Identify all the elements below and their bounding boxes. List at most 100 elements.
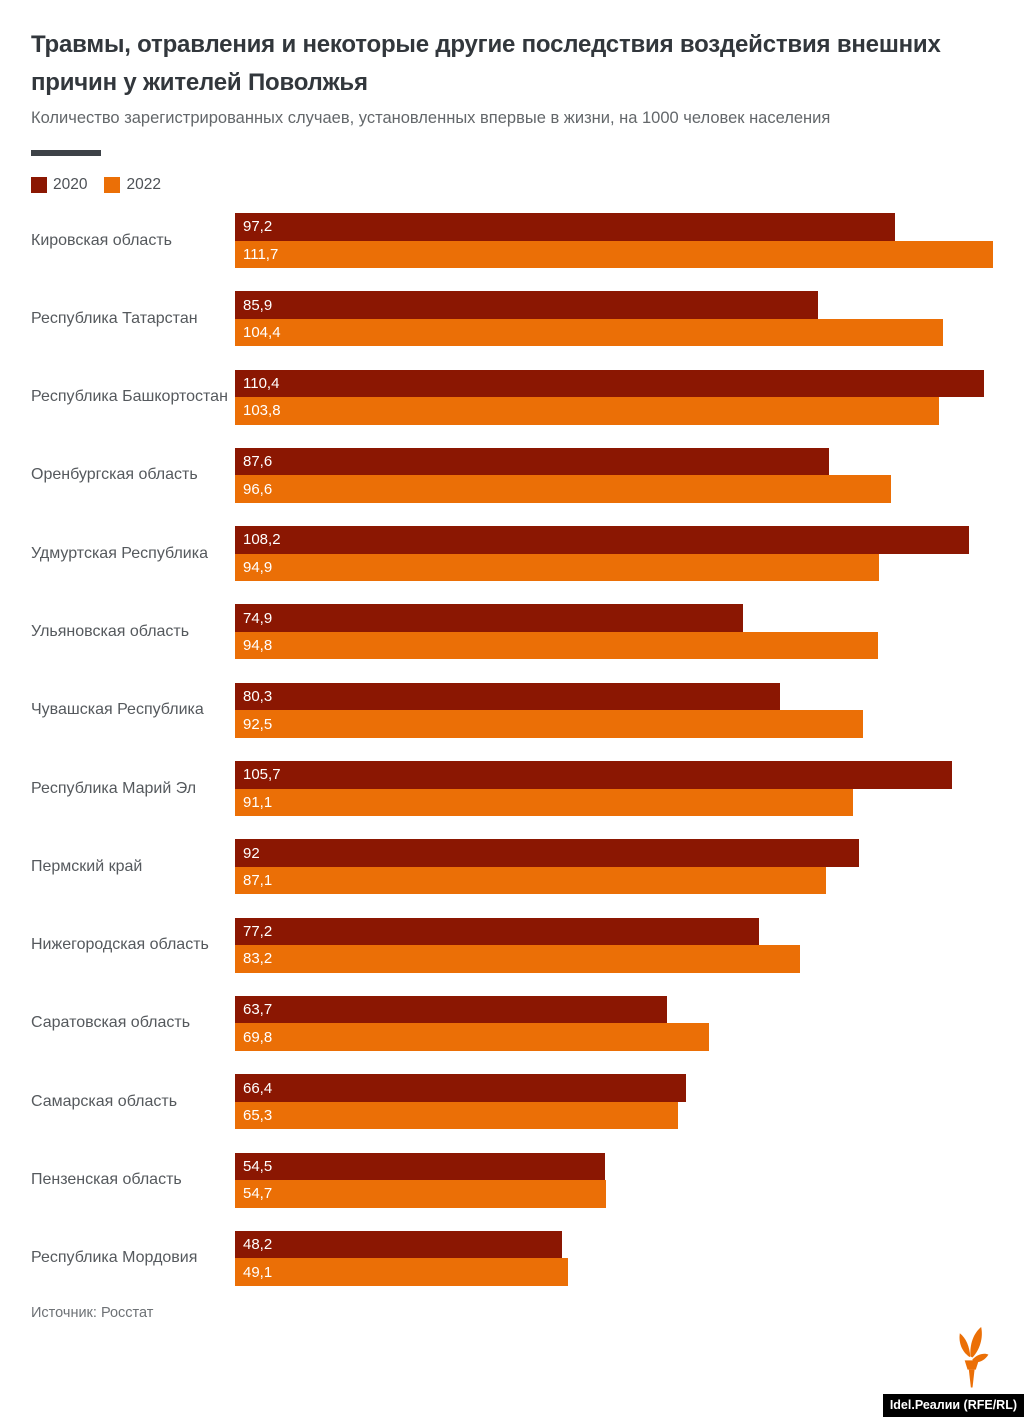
bar-2022: 87,1 — [235, 866, 827, 895]
divider-rule — [31, 150, 101, 156]
category-label: Республика Марий Эл — [31, 779, 197, 797]
bar-2020: 48,2 — [235, 1230, 563, 1259]
bar-2022: 54,7 — [235, 1180, 607, 1208]
bar-value-label: 111,7 — [243, 245, 279, 263]
bar-value-label: 49,1 — [243, 1263, 273, 1281]
chart-row: Кировская область 97,2 111,7 — [31, 213, 993, 268]
bar-value-label: 94,9 — [243, 558, 273, 576]
category-label: Пензенская область — [31, 1171, 182, 1189]
bar-2022: 103,8 — [235, 397, 940, 425]
bar-value-label: 54,7 — [243, 1185, 273, 1203]
bar-value-label: 87,6 — [243, 453, 273, 471]
bar-value-label: 54,5 — [243, 1157, 273, 1175]
chart-row: Республика Марий Эл 105,7 91,1 — [31, 761, 993, 817]
bar-2020: 108,2 — [235, 526, 970, 554]
bar-value-label: 108,2 — [243, 531, 281, 549]
bar-value-label: 77,2 — [243, 922, 273, 940]
bar-group: 85,9 104,4 — [235, 291, 993, 347]
bar-value-label: 63,7 — [243, 1001, 273, 1019]
source-note: Источник: Росстат — [31, 1305, 154, 1321]
bar-group: 87,6 96,6 — [235, 447, 993, 503]
bar-value-label: 110,4 — [243, 374, 280, 392]
chart-row: Нижегородская область 77,2 83,2 — [31, 917, 993, 973]
bar-value-label: 103,8 — [243, 402, 281, 420]
bar-value-label: 83,2 — [243, 950, 273, 968]
bar-2022: 94,9 — [235, 553, 879, 582]
page-title-line1: Травмы, отравления и некоторые другие по… — [31, 31, 941, 58]
bar-group: 66,4 65,3 — [235, 1074, 993, 1130]
bar-group: 110,4 103,8 — [235, 369, 993, 425]
chart-row: Самарская область 66,4 65,3 — [31, 1074, 993, 1130]
category-label: Чувашская Республика — [31, 701, 204, 719]
bar-2022: 69,8 — [235, 1023, 709, 1051]
page-title: Травмы, отравления и некоторые другие по… — [31, 26, 961, 102]
bar-2022: 111,7 — [235, 240, 993, 268]
bar-value-label: 97,2 — [243, 218, 273, 236]
bar-value-label: 92,5 — [243, 715, 273, 733]
bar-2022: 104,4 — [235, 318, 944, 347]
bar-value-label: 48,2 — [243, 1236, 273, 1254]
bar-group: 108,2 94,9 — [235, 526, 993, 582]
bar-2022: 92,5 — [235, 710, 863, 738]
bar-2022: 49,1 — [235, 1258, 569, 1286]
bar-2022: 94,8 — [235, 631, 879, 660]
legend-item-2020: 2020 — [31, 176, 87, 194]
bar-group: 63,7 69,8 — [235, 995, 993, 1051]
bar-value-label: 92 — [243, 844, 260, 862]
category-label: Нижегородская область — [31, 936, 209, 954]
bar-2022: 96,6 — [235, 475, 891, 503]
legend-label-2020: 2020 — [53, 176, 88, 193]
bar-2020: 85,9 — [235, 291, 818, 319]
bar-2020: 66,4 — [235, 1074, 686, 1102]
chart-row: Удмуртская Республика 108,2 94,9 — [31, 526, 993, 582]
legend-swatch-2020 — [31, 177, 47, 193]
chart-row: Оренбургская область 87,6 96,6 — [31, 447, 993, 503]
rferl-torch-icon — [959, 1326, 989, 1388]
bar-value-label: 105,7 — [243, 766, 281, 784]
bar-group: 77,2 83,2 — [235, 917, 993, 973]
category-label: Республика Мордовия — [31, 1249, 198, 1267]
bar-value-label: 87,1 — [243, 872, 273, 890]
category-label: Оренбургская область — [31, 466, 198, 484]
chart-row: Ульяновская область 74,9 94,8 — [31, 604, 993, 660]
bar-value-label: 85,9 — [243, 296, 273, 314]
bar-value-label: 65,3 — [243, 1107, 273, 1125]
chart-legend: 2020 2022 — [31, 176, 161, 194]
bar-group: 74,9 94,8 — [235, 604, 993, 660]
legend-label-2022: 2022 — [126, 176, 161, 193]
bar-group: 97,2 111,7 — [235, 213, 993, 268]
bar-chart: Кировская область 97,2 111,7 Республика Тат… — [31, 213, 993, 1309]
bar-value-label: 80,3 — [243, 688, 273, 706]
bar-2020: 87,6 — [235, 447, 830, 476]
chart-row: Чувашская Республика 80,3 92,5 — [31, 682, 993, 738]
category-label: Республика Башкортостан — [31, 388, 228, 406]
bar-group: 92 87,1 — [235, 839, 993, 895]
chart-row: Республика Мордовия 48,2 49,1 — [31, 1230, 993, 1286]
branding-badge: Idel.Реалии (RFE/RL) — [882, 1394, 1024, 1417]
chart-row: Пензенская область 54,5 54,7 — [31, 1152, 993, 1208]
bar-2020: 92 — [235, 839, 860, 867]
category-label: Ульяновская область — [31, 622, 190, 640]
bar-2020: 105,7 — [235, 761, 953, 789]
bar-2020: 54,5 — [235, 1152, 605, 1181]
bar-2020: 63,7 — [235, 995, 668, 1024]
bar-2022: 65,3 — [235, 1101, 679, 1130]
bar-2020: 77,2 — [235, 917, 759, 946]
category-label: Кировская область — [31, 231, 172, 249]
legend-item-2022: 2022 — [104, 176, 161, 194]
chart-subtitle: Количество зарегистрированных случаев, у… — [31, 109, 831, 127]
bar-value-label: 96,6 — [243, 480, 273, 498]
bar-2022: 91,1 — [235, 788, 854, 817]
category-label: Саратовская область — [31, 1014, 191, 1032]
bar-value-label: 104,4 — [243, 324, 281, 342]
bar-value-label: 66,4 — [243, 1079, 273, 1097]
category-label: Удмуртская Республика — [31, 544, 208, 562]
chart-row: Республика Башкортостан 110,4 103,8 — [31, 369, 993, 425]
bar-value-label: 91,1 — [243, 793, 273, 811]
chart-row: Пермский край 92 87,1 — [31, 839, 993, 895]
chart-row: Саратовская область 63,7 69,8 — [31, 995, 993, 1051]
bar-2022: 83,2 — [235, 945, 800, 973]
bar-value-label: 94,8 — [243, 637, 273, 655]
bar-2020: 74,9 — [235, 604, 744, 632]
